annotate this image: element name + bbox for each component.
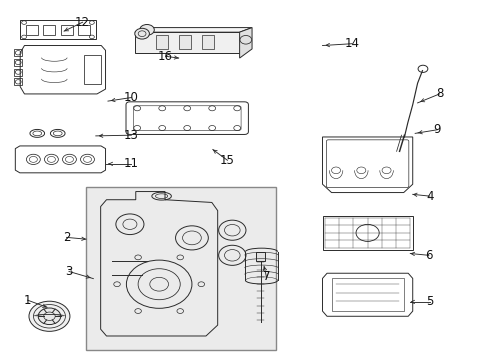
Bar: [135, 32, 239, 54]
Text: 6: 6: [424, 249, 432, 262]
Bar: [43, 24, 55, 35]
Circle shape: [140, 24, 154, 35]
Text: 1: 1: [24, 294, 31, 307]
Bar: [14, 59, 21, 66]
Bar: [61, 24, 72, 35]
Text: 5: 5: [425, 296, 432, 309]
Bar: [202, 35, 214, 49]
Bar: [156, 35, 168, 49]
Bar: [322, 216, 412, 250]
Bar: [14, 49, 21, 56]
Polygon shape: [239, 28, 251, 58]
Bar: [84, 55, 101, 84]
Text: 4: 4: [425, 190, 433, 203]
Text: 14: 14: [344, 37, 359, 50]
Polygon shape: [135, 28, 251, 32]
Bar: [179, 35, 191, 49]
Circle shape: [38, 308, 61, 325]
Text: 2: 2: [62, 231, 70, 244]
Circle shape: [240, 36, 251, 44]
Text: 16: 16: [158, 50, 173, 63]
Text: 12: 12: [75, 16, 90, 29]
Text: 7: 7: [262, 270, 270, 283]
Text: 13: 13: [123, 129, 139, 142]
Bar: [26, 24, 38, 35]
Text: 15: 15: [220, 154, 234, 167]
Text: 3: 3: [65, 265, 73, 278]
Bar: [14, 78, 21, 85]
Bar: [14, 69, 21, 76]
Bar: [86, 187, 276, 350]
Circle shape: [135, 28, 149, 39]
Bar: [78, 24, 90, 35]
Text: 11: 11: [123, 157, 139, 170]
Circle shape: [29, 301, 70, 331]
Text: 10: 10: [123, 91, 139, 104]
Bar: [20, 21, 96, 39]
Text: 8: 8: [435, 87, 442, 100]
Bar: [255, 252, 265, 261]
Text: 9: 9: [432, 123, 440, 136]
